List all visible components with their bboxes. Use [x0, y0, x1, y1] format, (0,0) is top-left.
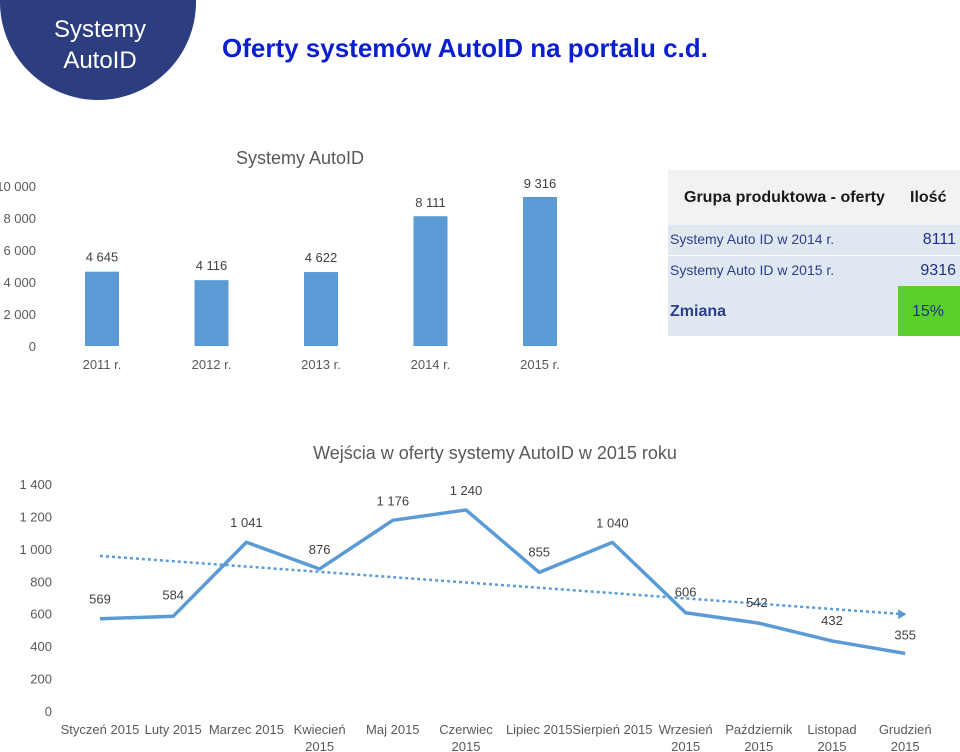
line-data-label: 855 [528, 544, 550, 559]
bar-value-label: 9 316 [524, 176, 557, 191]
line-x-tick-label: Wrzesień [659, 722, 713, 737]
bar-x-tick-label: 2015 r. [520, 357, 560, 372]
table-change-value: 15% [898, 286, 960, 336]
line-data-label: 355 [894, 627, 916, 642]
line-data-label: 1 176 [377, 493, 410, 508]
table-change-row: Zmiana 15% [668, 286, 960, 336]
line-x-tick-label: 2015 [891, 739, 920, 752]
bar-value-label: 4 116 [196, 258, 228, 273]
line-y-tick-label: 1 400 [19, 477, 52, 492]
bar-value-label: 4 645 [86, 250, 119, 265]
badge-line-1: Systemy [53, 16, 146, 43]
line-y-tick-label: 800 [30, 574, 52, 589]
bar-y-tick-label: 2 000 [3, 307, 36, 322]
line-x-tick-label: Luty 2015 [145, 722, 202, 737]
line-x-tick-label: Czerwiec [439, 722, 493, 737]
line-data-label: 1 040 [596, 515, 629, 530]
line-data-label: 1 240 [450, 483, 483, 498]
line-y-tick-label: 600 [30, 607, 52, 622]
line-data-label: 542 [746, 595, 768, 610]
line-data-label: 584 [162, 587, 184, 602]
bar-value-label: 8 111 [415, 195, 446, 210]
bar [304, 272, 338, 346]
table-row-label: Systemy Auto ID w 2014 r. [670, 231, 835, 247]
line-y-tick-label: 400 [30, 639, 52, 654]
line-x-tick-label: Listopad [807, 722, 856, 737]
line-y-tick-label: 1 000 [19, 542, 52, 557]
brand-badge-text: Systemy AutoID [40, 14, 160, 76]
bar-x-tick-label: 2012 r. [192, 357, 232, 372]
bar-y-tick-label: 6 000 [3, 243, 36, 258]
table-change-label: Zmiana [668, 286, 898, 336]
line-x-tick-label: 2015 [671, 739, 700, 752]
bar-y-tick-label: 10 000 [0, 179, 36, 194]
bar-x-tick-label: 2013 r. [301, 357, 341, 372]
bar-y-tick-label: 4 000 [3, 275, 36, 290]
bar-chart-title: Systemy AutoID [236, 148, 364, 168]
bar-x-tick-label: 2014 r. [411, 357, 451, 372]
bar-y-tick-label: 0 [29, 339, 36, 354]
bar [85, 271, 119, 346]
line-x-tick-label: Marzec 2015 [209, 722, 284, 737]
trendline [99, 554, 906, 616]
line-x-tick-label: 2015 [744, 739, 773, 752]
line-data-label: 569 [89, 592, 111, 607]
line-y-tick-label: 1 200 [19, 509, 52, 524]
line-data-label: 606 [675, 585, 697, 600]
line-x-tick-label: Kwiecień [294, 722, 346, 737]
line-data-label: 1 041 [230, 515, 263, 530]
badge-line-2: AutoID [63, 47, 137, 74]
line-x-tick-label: Lipiec 2015 [506, 722, 573, 737]
line-x-tick-label: 2015 [305, 739, 334, 752]
table-row-value: 8111 [922, 231, 956, 248]
bar [194, 280, 229, 346]
table-row-value: 9316 [920, 262, 956, 279]
line-x-tick-label: 2015 [818, 739, 847, 752]
table-header-row: Grupa produktowa - oferty Ilość [668, 170, 960, 226]
trendline-arrow [898, 609, 907, 620]
bar [523, 196, 557, 346]
bar-value-label: 4 622 [305, 250, 338, 265]
line-x-tick-label: Październik [725, 722, 793, 737]
table-header-product-group: Grupa produktowa - oferty [668, 170, 898, 226]
series-line [99, 508, 906, 656]
table-row-label: Systemy Auto ID w 2015 r. [670, 262, 835, 278]
line-data-label: 876 [309, 542, 331, 557]
bar-x-tick-label: 2011 r. [83, 357, 122, 372]
line-y-tick-label: 0 [45, 704, 52, 719]
line-x-tick-label: Maj 2015 [366, 722, 419, 737]
line-x-tick-label: 2015 [452, 739, 481, 752]
table-row: Systemy Auto ID w 2014 r. 8111 [668, 225, 960, 255]
line-data-label: 432 [821, 613, 843, 628]
line-x-tick-label: Sierpień 2015 [572, 722, 652, 737]
line-x-tick-label: Styczeń 2015 [61, 722, 140, 737]
slide-title: Oferty systemów AutoID na portalu c.d. [222, 33, 708, 63]
bar-y-tick-label: 8 000 [3, 211, 36, 226]
line-chart-title: Wejścia w oferty systemy AutoID w 2015 r… [313, 443, 677, 463]
table-row: Systemy Auto ID w 2015 r. 9316 [668, 256, 960, 286]
bar [413, 216, 448, 346]
line-x-tick-label: Grudzień [879, 722, 932, 737]
table-header-quantity: Ilość [898, 170, 960, 226]
line-y-tick-label: 200 [30, 672, 52, 687]
